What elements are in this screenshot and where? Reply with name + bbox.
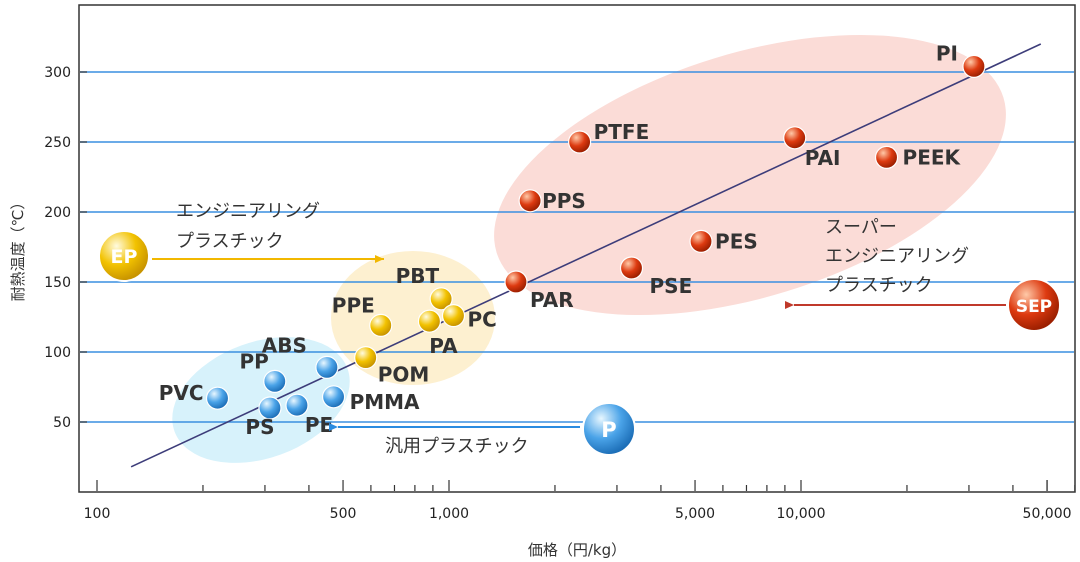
trend-line-layer — [130, 43, 1042, 468]
point-ptfe — [568, 130, 592, 154]
point-label-pes: PES — [715, 229, 758, 253]
ep-badge-text: EP — [111, 246, 138, 268]
sep-label-line-3: プラスチック — [825, 275, 933, 296]
x-axis-title: 価格（円/kg） — [528, 541, 626, 559]
point-label-ps: PS — [245, 415, 274, 439]
region-commodity-plastics — [172, 337, 350, 463]
y-tick-label: 100 — [44, 345, 71, 361]
point-pp — [263, 369, 287, 393]
point-pbt — [429, 287, 453, 311]
ep-badge — [98, 230, 150, 282]
y-tick-label: 150 — [44, 275, 71, 291]
point-label-abs: ABS — [262, 333, 307, 357]
x-tick-label: 50,000 — [1023, 506, 1072, 522]
y-tick-label: 250 — [44, 135, 71, 151]
x-tick-label: 100 — [84, 506, 111, 522]
point-pe — [285, 393, 309, 417]
sep-label-line-2: エンジニアリング — [825, 246, 969, 267]
point-pps — [518, 189, 542, 213]
point-label-pa: PA — [429, 334, 458, 358]
point-pes — [689, 229, 713, 253]
axes: 50 100 150 200 250 300 100 500 1,000 5,000 10,000 5… — [44, 65, 1076, 522]
y-axis-title: 耐熱温度（℃） — [9, 195, 27, 302]
y-tick-label: 200 — [44, 205, 71, 221]
point-pmma — [321, 385, 346, 409]
plot-frame — [78, 4, 1076, 493]
legend-commodity-plastics: P 汎用プラスチック — [329, 402, 636, 457]
x-tick-label: 5,000 — [675, 506, 715, 522]
y-tick-label: 50 — [53, 415, 71, 431]
legend-super-engineering-plastics: SEP スーパー エンジニアリング プラスチック — [785, 217, 1061, 332]
ep-label-line-2: プラスチック — [176, 231, 284, 252]
point-peek — [874, 145, 899, 169]
p-label-line-1: 汎用プラスチック — [385, 436, 529, 457]
point-label-par: PAR — [530, 288, 574, 312]
point-label-pvc: PVC — [159, 381, 204, 405]
point-abs — [315, 355, 339, 379]
grid-lines — [80, 71, 1074, 423]
point-pa — [417, 309, 442, 333]
point-label-pmma: PMMA — [350, 390, 420, 414]
point-par — [504, 270, 528, 294]
point-label-pai: PAI — [805, 146, 841, 170]
point-label-pe: PE — [305, 413, 333, 437]
point-label-pp: PP — [239, 349, 268, 373]
point-label-pi: PI — [936, 41, 958, 65]
x-tick-label: 500 — [330, 506, 357, 522]
point-label-pbt: PBT — [396, 264, 440, 288]
point-label-ptfe: PTFE — [594, 120, 650, 144]
sep-badge-text: SEP — [1016, 297, 1052, 317]
point-pai — [783, 126, 807, 150]
p-badge-text: P — [601, 418, 616, 442]
point-ps — [258, 396, 282, 420]
p-badge — [582, 402, 636, 456]
x-tick-label: 10,000 — [777, 506, 826, 522]
point-label-pc: PC — [468, 308, 497, 332]
point-ppe — [369, 313, 393, 337]
legend-engineering-plastics: EP エンジニアリング プラスチック — [98, 201, 384, 282]
trend-line — [130, 43, 1042, 468]
ep-label-line-1: エンジニアリング — [176, 201, 320, 222]
point-pse — [619, 256, 644, 280]
sep-label-line-1: スーパー — [825, 217, 897, 238]
point-label-pps: PPS — [542, 189, 586, 213]
point-label-pom: POM — [378, 363, 430, 387]
point-label-pse: PSE — [650, 274, 693, 298]
point-pvc — [205, 386, 230, 410]
sep-badge — [1007, 278, 1061, 332]
point-pom — [354, 346, 378, 370]
region-super-engineering-plastics — [494, 34, 1006, 316]
point-pc — [441, 304, 466, 328]
y-tick-label: 300 — [44, 65, 71, 81]
x-tick-label: 1,000 — [429, 506, 469, 522]
point-pi — [962, 54, 986, 79]
point-label-peek: PEEK — [903, 145, 962, 169]
point-label-ppe: PPE — [332, 293, 375, 317]
